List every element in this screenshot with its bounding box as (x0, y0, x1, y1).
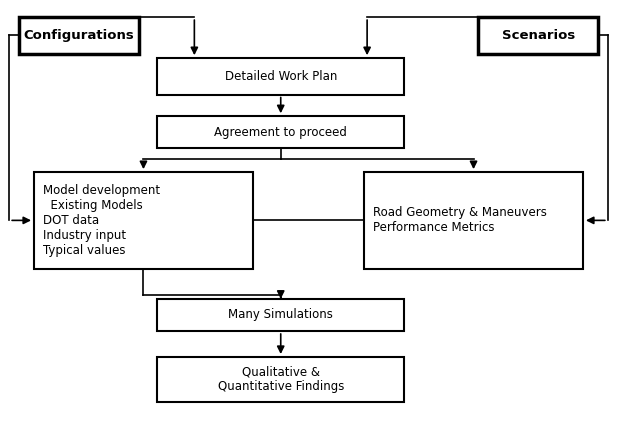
Bar (157, 58, 404, 95)
Bar (34, 172, 253, 269)
Text: Qualitative &
Quantitative Findings: Qualitative & Quantitative Findings (218, 366, 344, 393)
Text: Road Geometry & Maneuvers
Performance Metrics: Road Geometry & Maneuvers Performance Me… (373, 206, 547, 234)
Bar (157, 116, 404, 148)
Bar (478, 17, 598, 54)
Bar (19, 17, 139, 54)
Bar (364, 172, 583, 269)
Bar (157, 357, 404, 402)
Text: Model development
  Existing Models
DOT data
Industry input
Typical values: Model development Existing Models DOT da… (43, 184, 160, 257)
Text: Many Simulations: Many Simulations (228, 308, 333, 322)
Text: Agreement to proceed: Agreement to proceed (214, 126, 347, 139)
Text: Detailed Work Plan: Detailed Work Plan (225, 70, 337, 83)
Bar (157, 299, 404, 331)
Text: Scenarios: Scenarios (502, 29, 575, 42)
Text: Configurations: Configurations (23, 29, 134, 42)
